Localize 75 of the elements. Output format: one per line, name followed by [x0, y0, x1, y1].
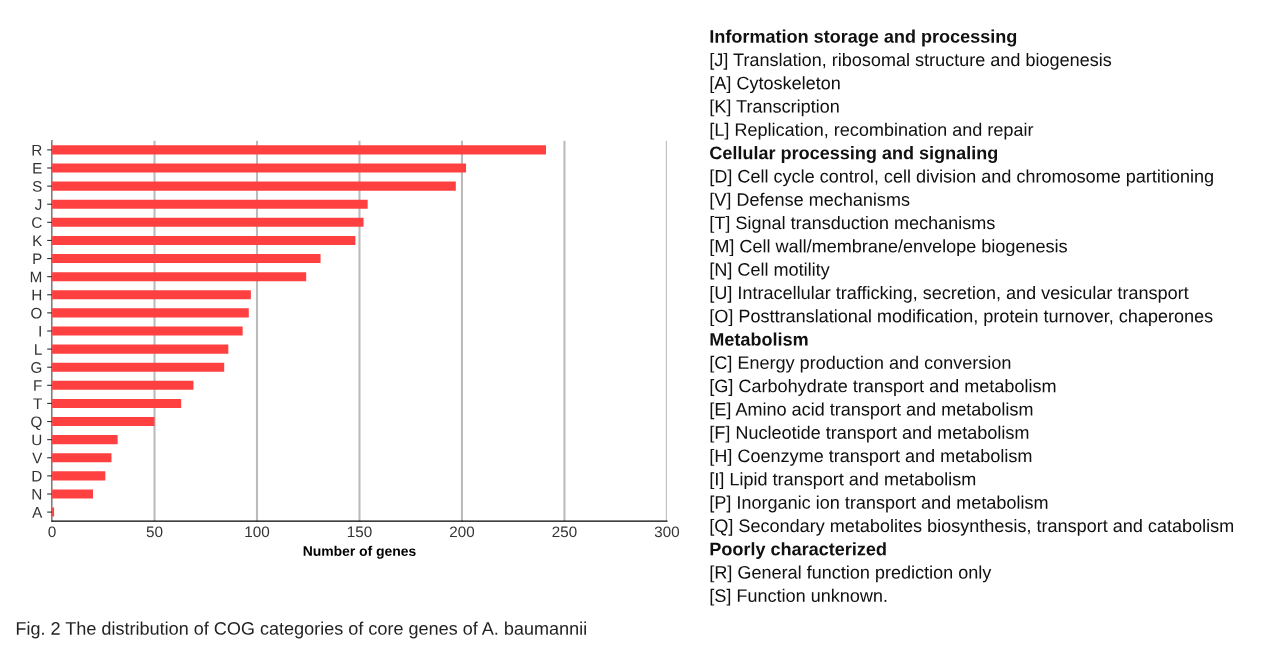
text: [M] Cell wall/membrane/envelope biogenesis [710, 239, 1067, 257]
x-tick-label: 0 [48, 526, 56, 538]
bar [52, 489, 94, 499]
text: [L] Replication, recombination and repair [710, 122, 1034, 140]
bar [52, 453, 112, 463]
text: [O] Posttranslational modification, protein turnover, chaperones [710, 309, 1213, 327]
bar [52, 145, 546, 155]
text: [Q] Secondary metabolites biosynthesis, transport and catabolism [710, 518, 1234, 536]
x-tick-label: 100 [245, 526, 270, 538]
bar [52, 235, 356, 245]
bar [52, 272, 307, 282]
y-tick-label: P [33, 253, 42, 265]
y-tick-label: F [34, 380, 42, 391]
x-tick-label: 50 [146, 526, 163, 538]
text: [U] Intracellular trafficking, secretion, and vesicular transport [710, 285, 1189, 303]
y-tick-label: D [32, 470, 42, 482]
y-tick-label: E [33, 163, 42, 174]
x-axis-title: Number of genes [303, 545, 416, 559]
bar [52, 417, 155, 427]
y-tick-label: J [34, 199, 42, 210]
bar [52, 362, 225, 372]
text: [E] Amino acid transport and metabolism [710, 402, 1033, 420]
text: [N] Cell motility [710, 262, 830, 280]
text: Cellular processing and signaling [710, 146, 998, 163]
x-tick-label: 200 [449, 526, 475, 538]
x-tick-label: 150 [347, 526, 372, 538]
bar [52, 344, 229, 354]
text: [H] Coenzyme transport and metabolism [710, 448, 1032, 466]
y-tick-label: R [32, 144, 42, 156]
text: [A] Cytoskeleton [710, 76, 840, 94]
y-tick-label: T [33, 398, 42, 409]
text: Poorly characterized [710, 542, 886, 560]
bar [52, 199, 368, 209]
bar [52, 471, 106, 481]
bar [52, 380, 194, 390]
text: [S] Function unknown. [710, 588, 887, 606]
x-tick-label: 300 [654, 526, 680, 538]
bar [52, 181, 456, 191]
y-tick-label: A [32, 507, 43, 518]
y-tick-label: L [35, 344, 42, 355]
text: [T] Signal transduction mechanisms [710, 215, 995, 233]
caption: Fig. 2 The distribution of COG categories of core genes of A. baumannii [16, 621, 586, 639]
y-tick-label: Q [31, 416, 42, 430]
bar [52, 308, 249, 318]
bar [52, 254, 321, 264]
y-tick-label: K [33, 235, 43, 246]
text: [K] Transcription [710, 99, 839, 117]
text: [F] Nucleotide transport and metabolism [710, 425, 1029, 443]
x-tick-label: 250 [552, 526, 577, 538]
text: [I] Lipid transport and metabolism [710, 472, 976, 490]
y-tick-label: U [32, 434, 42, 446]
bar [52, 326, 243, 336]
text: Information storage and processing [710, 29, 1017, 47]
text: [G] Carbohydrate transport and metabolism [710, 379, 1056, 396]
y-tick-label: C [32, 217, 42, 229]
text: [V] Defense mechanisms [710, 192, 910, 210]
y-tick-label: H [32, 289, 42, 301]
text: [C] Energy production and conversion [710, 355, 1011, 373]
y-tick-label: S [32, 180, 42, 192]
bar [52, 435, 118, 445]
y-tick-label: M [30, 271, 42, 283]
y-tick-label: G [31, 362, 42, 373]
y-tick-label: I [39, 326, 41, 337]
bar [52, 217, 364, 227]
text: [R] General function prediction only [710, 565, 992, 583]
bar [52, 398, 182, 408]
text: [P] Inorganic ion transport and metabolism [710, 495, 1048, 513]
text: Metabolism [710, 332, 808, 346]
y-tick-label: O [31, 307, 42, 319]
bar [52, 290, 251, 300]
y-tick-label: V [32, 452, 43, 464]
y-tick-label: N [32, 489, 42, 500]
text: [J] Translation, ribosomal structure and biogenesis [710, 52, 1112, 70]
text: [D] Cell cycle control, cell division and chromosome partitioning [710, 169, 1213, 187]
bar [52, 163, 467, 173]
